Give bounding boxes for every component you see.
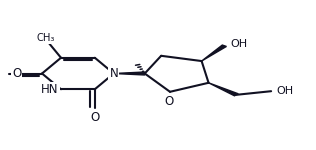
Text: OH: OH	[230, 39, 247, 49]
Text: N: N	[109, 67, 118, 80]
Text: O: O	[12, 67, 21, 80]
Text: O: O	[165, 95, 174, 108]
Text: HN: HN	[41, 83, 58, 96]
Text: CH₃: CH₃	[36, 33, 54, 43]
Text: OH: OH	[277, 86, 294, 96]
Polygon shape	[209, 83, 238, 96]
Text: O: O	[90, 111, 100, 124]
Polygon shape	[114, 72, 145, 75]
Polygon shape	[202, 45, 227, 61]
